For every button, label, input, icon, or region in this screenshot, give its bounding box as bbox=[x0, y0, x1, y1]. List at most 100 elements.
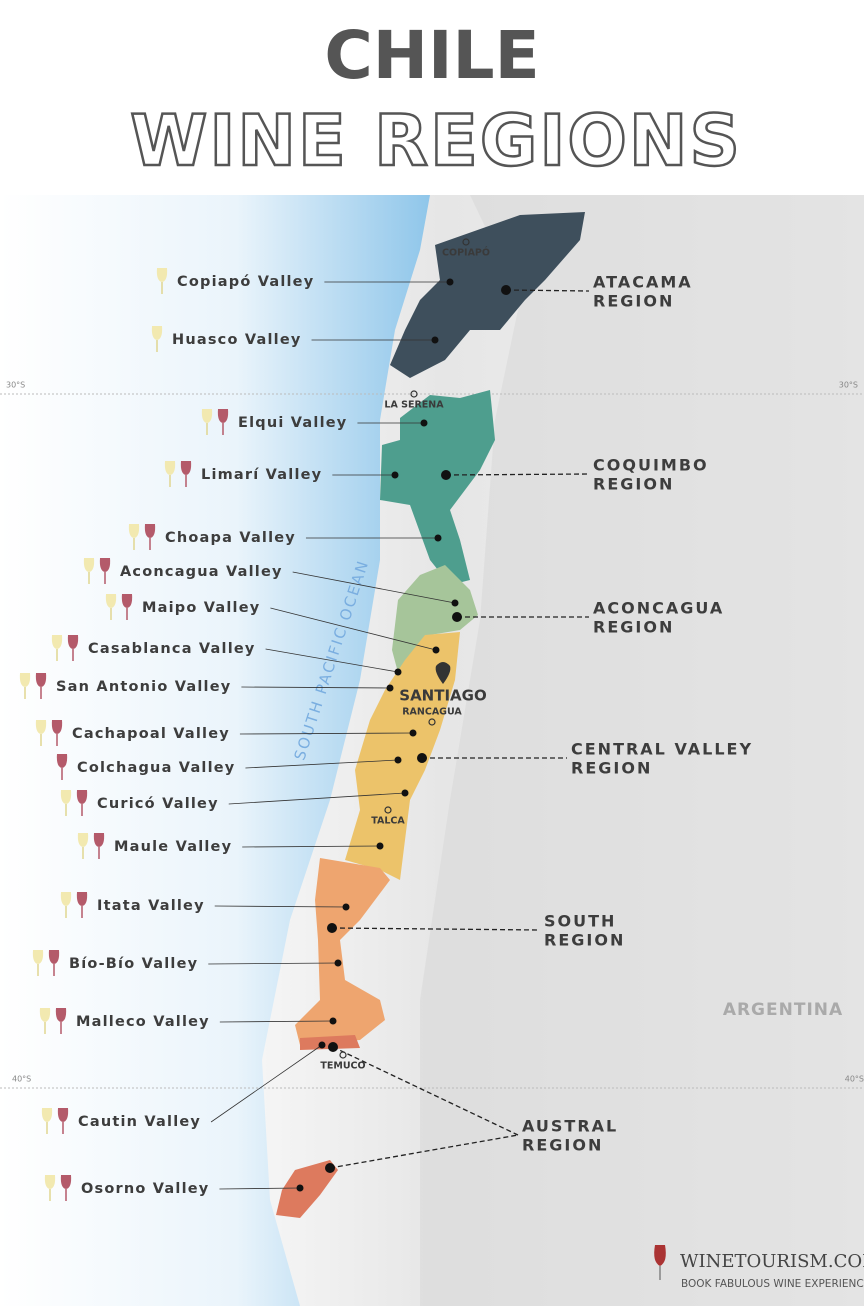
latitude-label: 40°S bbox=[12, 1075, 31, 1084]
white-wine-icon bbox=[32, 950, 44, 964]
austral-region bbox=[276, 1160, 338, 1218]
red-wine-icon bbox=[51, 720, 63, 734]
valley-dot bbox=[394, 756, 402, 764]
white-wine-icon bbox=[105, 594, 117, 608]
white-wine-icon bbox=[44, 1175, 56, 1189]
city-marker bbox=[384, 806, 392, 814]
valley-dot bbox=[376, 842, 384, 850]
valley-label: Huasco Valley bbox=[172, 332, 302, 348]
valley-dot bbox=[296, 1184, 304, 1192]
valley-dot bbox=[409, 729, 417, 737]
red-wine-icon bbox=[55, 1008, 67, 1022]
valley-dot bbox=[432, 646, 440, 654]
leader-line bbox=[265, 648, 399, 673]
white-wine-icon bbox=[201, 409, 213, 423]
logo-name: WINETOURISM.COM bbox=[680, 1251, 864, 1272]
region-label: ATACAMA bbox=[593, 273, 693, 292]
valley-dot bbox=[386, 684, 394, 692]
leader-line bbox=[219, 1020, 334, 1023]
latitude-label: 30°S bbox=[6, 381, 25, 390]
logo: WINETOURISM.COM BOOK FABULOUS WINE EXPER… bbox=[654, 1245, 864, 1290]
red-wine-icon bbox=[57, 1108, 69, 1122]
valley-label: Copiapó Valley bbox=[177, 274, 314, 290]
red-wine-icon bbox=[93, 833, 105, 847]
red-wine-icon bbox=[76, 790, 88, 804]
valley-label: San Antonio Valley bbox=[56, 679, 231, 695]
red-wine-icon bbox=[99, 558, 111, 572]
valley-dot bbox=[394, 668, 402, 676]
valley-dot bbox=[401, 789, 409, 797]
region-label: CENTRAL VALLEY bbox=[571, 740, 753, 759]
valley-label: Casablanca Valley bbox=[88, 641, 256, 657]
south-region bbox=[295, 858, 390, 1045]
valley-dot bbox=[446, 278, 454, 286]
leader-line bbox=[208, 962, 339, 965]
region-leader bbox=[505, 289, 590, 292]
leader-line bbox=[292, 571, 456, 604]
andes bbox=[420, 195, 864, 1306]
region-label: ACONCAGUA bbox=[593, 599, 724, 618]
white-wine-icon bbox=[51, 635, 63, 649]
white-wine-icon bbox=[164, 461, 176, 475]
city-label: TALCA bbox=[371, 816, 405, 827]
city-label: RANCAGUA bbox=[402, 707, 462, 718]
region-label: REGION bbox=[593, 475, 674, 494]
valley-dot bbox=[431, 336, 439, 344]
red-wine-icon bbox=[121, 594, 133, 608]
valley-label: Colchagua Valley bbox=[77, 760, 235, 776]
city-marker bbox=[339, 1051, 347, 1059]
valley-dot bbox=[334, 959, 342, 967]
subtitle: WINE REGIONS bbox=[130, 100, 742, 182]
region-leader bbox=[332, 1046, 519, 1136]
country-label: ARGENTINA bbox=[723, 1000, 843, 1020]
white-wine-icon bbox=[128, 524, 140, 538]
title: CHILE bbox=[324, 17, 539, 94]
white-wine-icon bbox=[156, 268, 168, 282]
region-label: SOUTH bbox=[544, 912, 616, 931]
region-dot bbox=[452, 612, 462, 622]
region-dot bbox=[501, 285, 511, 295]
leader-line bbox=[210, 1044, 323, 1123]
leader-line bbox=[241, 686, 391, 689]
city-label: TEMUCO bbox=[320, 1061, 365, 1072]
santiago-pin bbox=[435, 662, 451, 684]
latitude-label: 30°S bbox=[839, 381, 858, 390]
region-dot bbox=[417, 753, 427, 763]
red-wine-icon bbox=[76, 892, 88, 906]
red-wine-icon bbox=[35, 673, 47, 687]
white-wine-icon bbox=[35, 720, 47, 734]
region-dot bbox=[328, 1042, 338, 1052]
region-label: REGION bbox=[522, 1136, 603, 1155]
valley-label: Osorno Valley bbox=[81, 1181, 209, 1197]
austral-region bbox=[300, 1035, 360, 1050]
region-label: REGION bbox=[593, 292, 674, 311]
region-dot bbox=[441, 470, 451, 480]
region-label: AUSTRAL bbox=[522, 1117, 618, 1136]
central-valley-region bbox=[345, 632, 460, 880]
region-label: REGION bbox=[593, 618, 674, 637]
valley-label: Maipo Valley bbox=[142, 600, 260, 616]
region-dot bbox=[325, 1163, 335, 1173]
city-marker bbox=[462, 238, 470, 246]
region-label: REGION bbox=[571, 759, 652, 778]
valley-label: Curicó Valley bbox=[97, 796, 219, 812]
region-leader bbox=[331, 927, 541, 931]
white-wine-icon bbox=[19, 673, 31, 687]
city-marker bbox=[428, 718, 436, 726]
city-label: COPIAPÓ bbox=[442, 247, 490, 259]
latitude-label: 40°S bbox=[845, 1075, 864, 1084]
leader-line bbox=[245, 759, 399, 769]
valley-label: Malleco Valley bbox=[76, 1014, 210, 1030]
white-wine-icon bbox=[60, 892, 72, 906]
valley-label: Cautin Valley bbox=[78, 1114, 201, 1130]
logo-glass bbox=[654, 1245, 666, 1266]
valley-dot bbox=[420, 419, 428, 427]
white-wine-icon bbox=[41, 1108, 53, 1122]
red-wine-icon bbox=[144, 524, 156, 538]
region-label: COQUIMBO bbox=[593, 456, 709, 475]
valley-dot bbox=[391, 471, 399, 479]
valley-label: Maule Valley bbox=[114, 839, 232, 855]
leader-line bbox=[239, 732, 414, 735]
city-label: LA SERENA bbox=[384, 400, 444, 411]
